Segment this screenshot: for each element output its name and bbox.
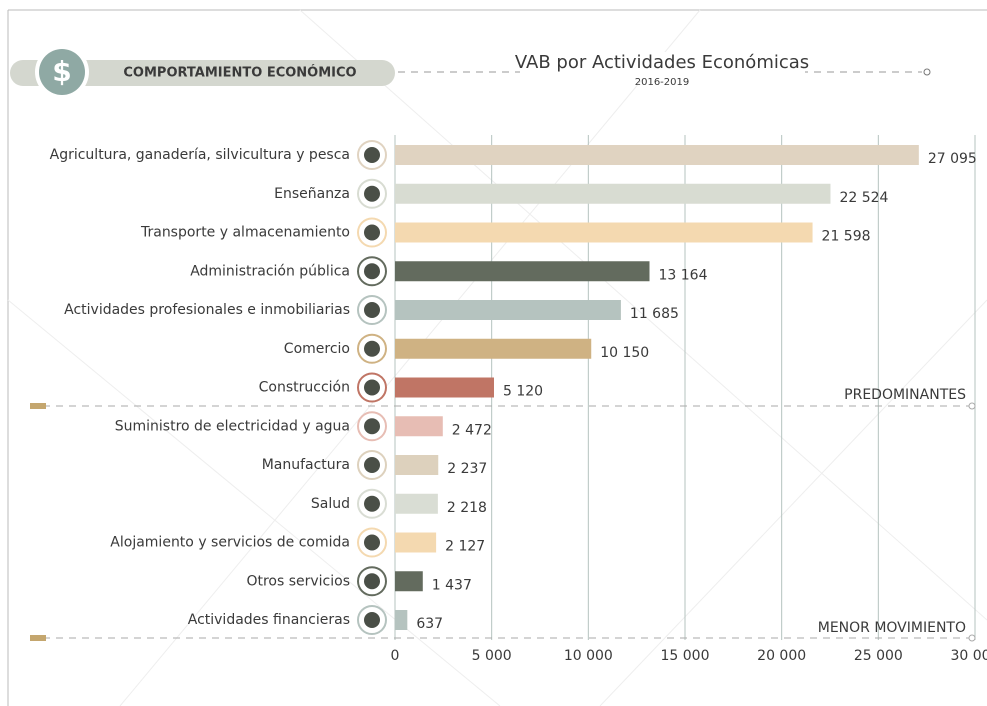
bar (395, 377, 494, 398)
section-title: COMPORTAMIENTO ECONÓMICO (123, 65, 356, 81)
annotation: MENOR MOVIMIENTO (818, 620, 966, 636)
separator-dot (968, 402, 976, 410)
icon-symbol: $ (52, 55, 71, 88)
icon-circle (39, 49, 85, 95)
category-icon-inner (364, 495, 380, 512)
category-label: Construcción (259, 380, 350, 396)
category-label: Agricultura, ganadería, silvicultura y p… (50, 147, 350, 163)
category-label: Alojamiento y servicios de comida (110, 535, 350, 551)
bar (395, 416, 443, 437)
header-banner (10, 60, 395, 86)
x-tick-label: 5 000 (472, 648, 512, 664)
x-tick-label: 25 000 (854, 648, 903, 664)
category-icon-inner (364, 534, 380, 551)
bar (395, 261, 650, 282)
value-label: 22 524 (839, 190, 888, 206)
category-icon-inner (364, 379, 380, 396)
separator-tab (30, 635, 46, 641)
value-label: 21 598 (822, 229, 871, 245)
category-icon-inner (364, 224, 380, 241)
bar (395, 571, 423, 592)
category-label: Actividades profesionales e inmobiliaria… (64, 302, 350, 318)
bar (395, 532, 437, 553)
value-label: 5 120 (503, 384, 543, 400)
chart-title: VAB por Actividades Económicas (515, 52, 809, 73)
category-icon-inner (364, 302, 380, 318)
bar (395, 338, 592, 359)
plot: 0 5 000 10 000 15 000 20 000 25 000 30 000 Agri… (50, 135, 987, 664)
separator-dot (968, 634, 976, 642)
bar (395, 183, 831, 204)
x-tick-label: 30 000 (951, 648, 987, 664)
header-dot (923, 68, 931, 76)
x-tick-label: 15 000 (661, 648, 710, 664)
annotation: PREDOMINANTES (844, 387, 966, 403)
value-label: 637 (416, 616, 443, 632)
x-tick-label: 0 (391, 648, 400, 664)
bar (395, 455, 439, 475)
category-icon-inner (364, 612, 380, 628)
category-icon-inner (364, 340, 380, 357)
title-backdrop (520, 52, 805, 78)
value-label: 2 472 (452, 422, 492, 438)
category-label: Otros servicios (246, 573, 350, 589)
bar (395, 222, 813, 243)
x-tick-label: 20 000 (757, 648, 806, 664)
value-label: 11 685 (630, 306, 679, 322)
value-label: 10 150 (600, 345, 649, 361)
value-label: 13 164 (659, 267, 708, 283)
value-label: 2 127 (445, 539, 485, 555)
category-label: Manufactura (262, 457, 350, 473)
x-tick-label: 10 000 (564, 648, 613, 664)
category-icon-inner (364, 147, 380, 163)
category-icon-inner (364, 418, 380, 435)
bar (395, 493, 438, 514)
separator-tab (30, 403, 46, 409)
value-label: 2 218 (447, 500, 487, 516)
category-label: Administración pública (190, 263, 350, 279)
category-label: Transporte y almacenamiento (140, 225, 350, 241)
category-icon-inner (364, 457, 380, 473)
category-label: Enseñanza (274, 186, 350, 202)
chart-subtitle: 2016-2019 (635, 77, 690, 88)
category-label: Actividades financieras (188, 612, 350, 628)
value-label: 27 095 (928, 151, 977, 167)
category-icon-inner (364, 185, 380, 202)
category-label: Salud (311, 496, 350, 512)
category-label: Suministro de electricidad y agua (115, 418, 350, 434)
bar (395, 300, 621, 320)
value-label: 1 437 (432, 577, 472, 593)
category-icon-inner (364, 573, 380, 590)
bar (395, 145, 919, 165)
category-label: Comercio (284, 341, 350, 357)
bar (395, 610, 408, 630)
value-label: 2 237 (447, 461, 487, 477)
category-icon-inner (364, 263, 380, 280)
